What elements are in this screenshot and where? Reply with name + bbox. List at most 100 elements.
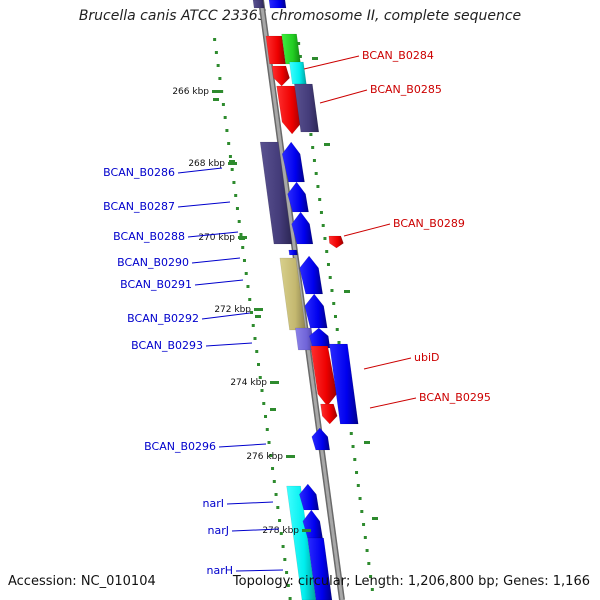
- guide-dot: [267, 441, 271, 444]
- gene-label-layer: BCAN_B0284 BCAN_B0285 BCAN_B0289 ubiD BCAN_B…: [103, 49, 491, 577]
- tick-mark: [238, 236, 247, 239]
- backbone-line: [258, 0, 345, 600]
- guide-dot: [356, 484, 360, 487]
- feature-box-blue: [268, 0, 287, 9]
- guide-dash: [270, 408, 276, 411]
- guide-dot: [319, 211, 323, 214]
- guide-dot: [316, 185, 320, 188]
- guide-dot: [244, 272, 248, 275]
- feature-box-slate: [252, 0, 265, 9]
- guide-dot: [220, 90, 224, 93]
- tick-mark: [228, 162, 237, 165]
- guide-dot: [311, 146, 315, 149]
- guide-dot: [286, 584, 290, 587]
- feature-arrow-red: [320, 403, 338, 425]
- gene-label: BCAN_B0291: [120, 278, 192, 291]
- guide-dot: [213, 38, 217, 41]
- guide-dot: [288, 597, 292, 600]
- gene-label: BCAN_B0293: [131, 339, 203, 352]
- label-leader-line: [319, 89, 368, 104]
- summary-text: Topology: circular; Length: 1,206,800 bp…: [232, 574, 590, 589]
- label-leader-line: [177, 167, 223, 174]
- guide-dot: [241, 246, 245, 249]
- gene-label: BCAN_B0286: [103, 166, 175, 179]
- guide-dot: [218, 77, 222, 80]
- guide-dot: [369, 575, 373, 578]
- guide-dot: [271, 467, 275, 470]
- guide-dot: [242, 259, 246, 262]
- guide-dot: [276, 506, 280, 509]
- label-leader-line: [201, 312, 251, 320]
- gene-label: BCAN_B0289: [393, 217, 465, 230]
- guide-dot: [225, 129, 229, 132]
- tick-label: 266 kbp: [172, 87, 209, 97]
- tick-mark: [302, 529, 311, 532]
- guide-dot: [260, 389, 264, 392]
- gene-label: narJ: [208, 524, 229, 537]
- gene-label: BCAN_B0295: [419, 391, 491, 404]
- guide-dot: [328, 276, 332, 279]
- guide-dot: [249, 311, 253, 314]
- guide-dot: [285, 571, 289, 574]
- guide-dot: [274, 493, 278, 496]
- guide-dot: [335, 328, 339, 331]
- tick-mark: [254, 308, 263, 311]
- label-leader-line: [187, 231, 239, 238]
- guide-dot: [325, 250, 329, 253]
- guide-dot: [248, 298, 252, 301]
- tick-mark: [270, 381, 279, 384]
- guide-dot: [370, 588, 374, 591]
- guide-dot: [235, 207, 239, 210]
- tick-layer: 266 kbp 268 kbp 270 kbp 272 kbp 274 kbp 276 k…: [172, 87, 311, 536]
- guide-dot: [318, 198, 322, 201]
- guide-dot: [337, 341, 341, 344]
- gene-label: BCAN_B0284: [362, 49, 434, 62]
- guide-dot: [264, 415, 268, 418]
- tick-label: 272 kbp: [214, 305, 251, 315]
- guide-dot: [251, 324, 255, 327]
- feature-arrow-blue: [308, 327, 331, 349]
- guide-dot: [363, 536, 367, 539]
- guide-dash: [213, 98, 219, 101]
- tick-label: 274 kbp: [230, 378, 267, 388]
- guide-dash: [372, 517, 378, 520]
- guide-dot: [228, 155, 232, 158]
- feature-box-cyan: [286, 485, 317, 600]
- guide-dot: [253, 337, 257, 340]
- guide-dot: [332, 302, 336, 305]
- label-leader-line: [205, 342, 253, 347]
- guide-dot: [358, 497, 362, 500]
- guide-dot: [257, 363, 261, 366]
- guide-dot: [234, 194, 238, 197]
- label-leader-line: [177, 201, 231, 208]
- guide-dot: [298, 55, 302, 58]
- guide-dot: [221, 103, 225, 106]
- guide-dot: [351, 445, 355, 448]
- guide-dot: [278, 519, 282, 522]
- label-leader-line: [231, 528, 280, 532]
- guide-dot: [353, 458, 357, 461]
- guide-dot: [321, 224, 325, 227]
- guide-dot: [269, 454, 273, 457]
- guide-dot: [297, 42, 301, 45]
- map-title: Brucella canis ATCC 23365 chromosome II,…: [78, 8, 522, 24]
- guide-dot: [214, 51, 218, 54]
- guide-dot: [232, 181, 236, 184]
- guide-dot: [246, 285, 250, 288]
- label-leader-line: [369, 397, 417, 409]
- tick-label: 268 kbp: [188, 159, 225, 169]
- accession-text: Accession: NC_010104: [8, 574, 156, 589]
- guide-dot: [230, 168, 234, 171]
- gene-label: BCAN_B0290: [117, 256, 189, 269]
- gene-label: narH: [206, 564, 233, 577]
- guide-dot: [349, 432, 353, 435]
- guide-dot: [258, 376, 262, 379]
- guide-dot: [314, 172, 318, 175]
- guide-dot: [262, 402, 266, 405]
- guide-dot: [216, 64, 220, 67]
- label-leader-line: [235, 569, 284, 572]
- guide-dash: [312, 57, 318, 60]
- guide-dash: [324, 143, 330, 146]
- gene-label: BCAN_B0292: [127, 312, 199, 325]
